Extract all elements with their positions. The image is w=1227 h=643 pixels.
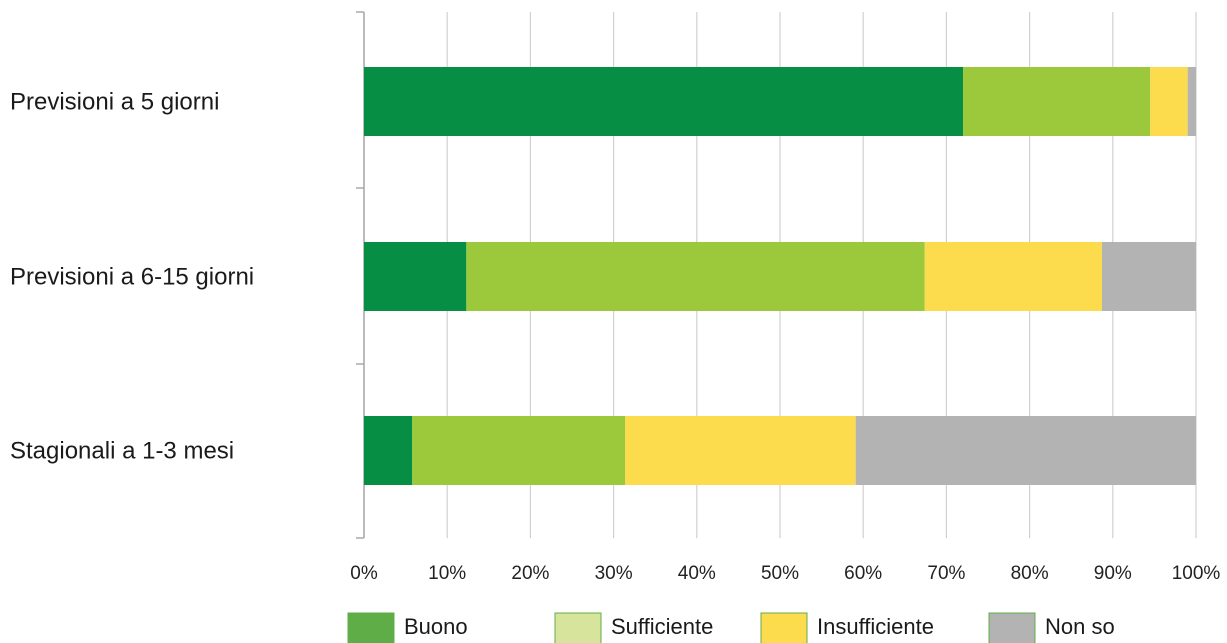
- bar-segment-sufficiente: [963, 67, 1151, 136]
- category-labels: Previsioni a 5 giorni Previsioni a 6-15 g…: [10, 89, 254, 465]
- bar-segment-insufficiente: [1150, 67, 1188, 136]
- x-tick-label: 80%: [1011, 563, 1049, 584]
- legend-item-sufficiente: Sufficiente: [554, 612, 713, 643]
- bar-segment-insufficiente: [625, 416, 856, 485]
- legend-swatch: [988, 612, 1036, 643]
- x-tick-label: 0%: [350, 563, 378, 584]
- bar-segment-sufficiente: [466, 242, 925, 311]
- bar-segments: [364, 67, 1196, 485]
- bar-segment-non-so: [1101, 242, 1196, 311]
- x-tick-labels: 0% 10% 20% 30% 40% 50% 60% 70% 80% 90% 100%: [350, 563, 1220, 584]
- legend: Buono Sufficiente Insufficiente Non so: [347, 612, 1115, 643]
- x-tick-label: 40%: [678, 563, 716, 584]
- bar-segment-sufficiente: [412, 416, 626, 485]
- x-tick-label: 30%: [595, 563, 633, 584]
- x-tick-label: 20%: [511, 563, 549, 584]
- x-tick-label: 10%: [428, 563, 466, 584]
- legend-label: Non so: [1045, 614, 1115, 639]
- x-tick-label: 70%: [927, 563, 965, 584]
- legend-label: Insufficiente: [817, 614, 934, 639]
- bar-segment-buono: [364, 416, 413, 485]
- bar-segment-buono: [364, 67, 964, 136]
- legend-swatch: [760, 612, 808, 643]
- legend-swatch: [347, 612, 395, 643]
- bar-segment-buono: [364, 242, 467, 311]
- legend-label: Buono: [404, 614, 468, 639]
- y-axis: [356, 11, 365, 539]
- legend-item-non-so: Non so: [988, 612, 1115, 643]
- x-tick-label: 50%: [761, 563, 799, 584]
- bar-segment-non-so: [855, 416, 1196, 485]
- x-tick-label: 90%: [1094, 563, 1132, 584]
- x-tick-label: 100%: [1172, 563, 1221, 584]
- legend-swatch: [554, 612, 602, 643]
- category-label: Previsioni a 5 giorni: [10, 89, 219, 116]
- bar-segment-non-so: [1187, 67, 1196, 136]
- legend-item-insufficiente: Insufficiente: [760, 612, 934, 643]
- x-tick-label: 60%: [844, 563, 882, 584]
- category-label: Previsioni a 6-15 giorni: [10, 264, 254, 291]
- legend-label: Sufficiente: [611, 614, 713, 639]
- legend-item-buono: Buono: [347, 612, 468, 643]
- bar-segment-insufficiente: [924, 242, 1102, 311]
- category-label: Stagionali a 1-3 mesi: [10, 438, 234, 465]
